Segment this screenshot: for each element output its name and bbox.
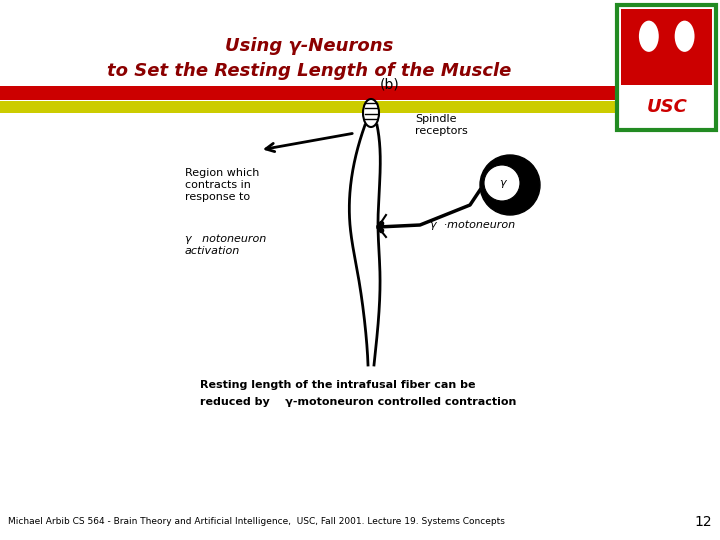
Text: Using γ-Neurons: Using γ-Neurons bbox=[225, 37, 394, 55]
Text: reduced by    γ-motoneuron controlled contraction: reduced by γ-motoneuron controlled contr… bbox=[200, 397, 516, 407]
Text: γ  ·motoneuron: γ ·motoneuron bbox=[430, 220, 515, 230]
Bar bbox=[621, 85, 712, 126]
Ellipse shape bbox=[363, 99, 379, 127]
Bar bbox=[617, 5, 716, 130]
Text: to Set the Resting Length of the Muscle: to Set the Resting Length of the Muscle bbox=[107, 62, 512, 80]
Ellipse shape bbox=[675, 21, 695, 52]
Text: Spindle
receptors: Spindle receptors bbox=[415, 114, 468, 136]
Text: Resting length of the intrafusal fiber can be: Resting length of the intrafusal fiber c… bbox=[200, 380, 475, 390]
Ellipse shape bbox=[639, 21, 659, 52]
Bar bbox=[621, 9, 712, 85]
Circle shape bbox=[484, 165, 520, 201]
Bar bbox=[0, 101, 616, 113]
Text: (b): (b) bbox=[380, 78, 400, 92]
Text: Region which
contracts in
response to: Region which contracts in response to bbox=[185, 168, 259, 201]
Circle shape bbox=[480, 155, 540, 215]
Text: γ   notoneuron
activation: γ notoneuron activation bbox=[185, 234, 266, 256]
Text: Michael Arbib CS 564 - Brain Theory and Artificial Intelligence,  USC, Fall 2001: Michael Arbib CS 564 - Brain Theory and … bbox=[8, 517, 505, 526]
Text: 12: 12 bbox=[694, 515, 712, 529]
Text: USC: USC bbox=[647, 98, 687, 117]
Bar bbox=[0, 86, 616, 100]
Text: γ: γ bbox=[499, 178, 505, 188]
